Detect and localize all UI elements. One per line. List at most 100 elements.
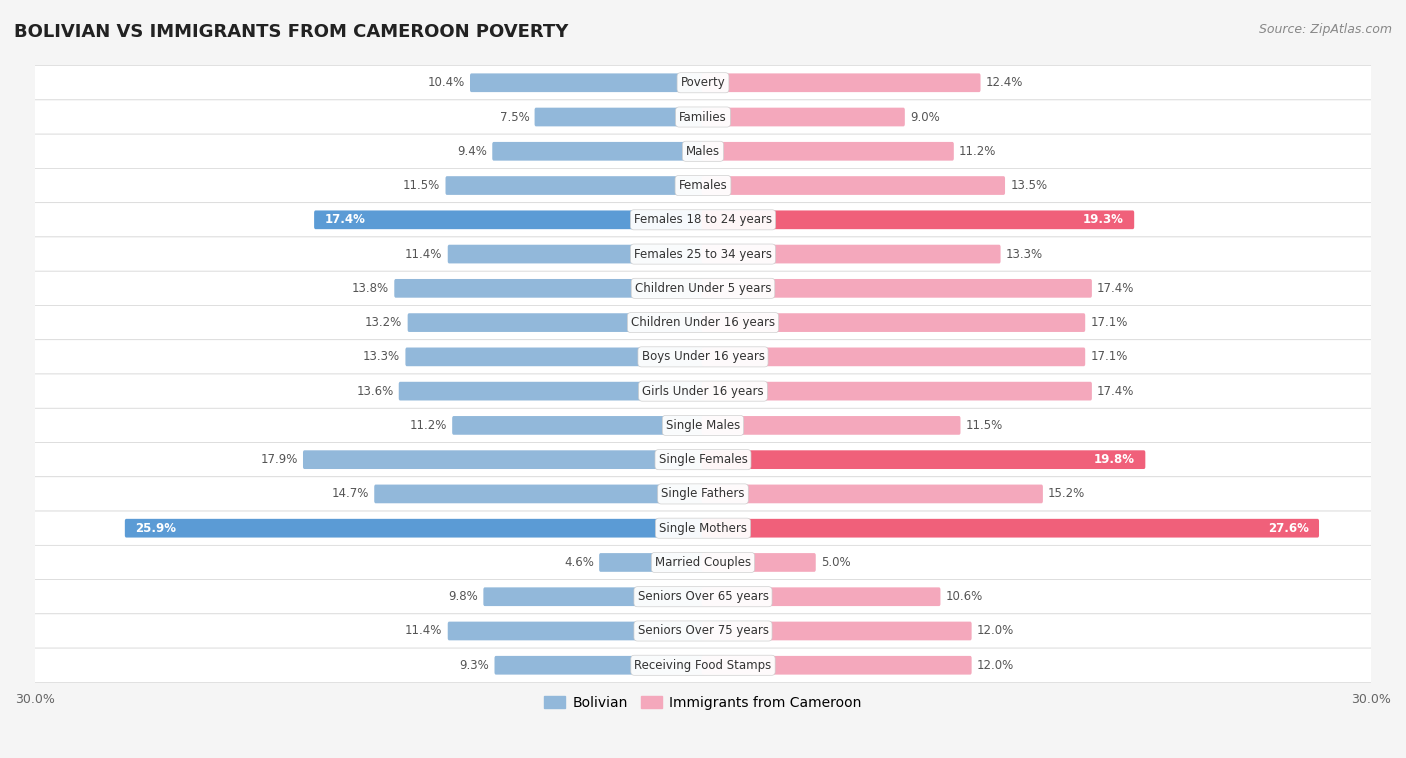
FancyBboxPatch shape xyxy=(314,211,704,229)
Text: 13.5%: 13.5% xyxy=(1011,179,1047,192)
FancyBboxPatch shape xyxy=(495,656,704,675)
Text: 27.6%: 27.6% xyxy=(1268,522,1309,534)
FancyBboxPatch shape xyxy=(35,648,1371,682)
Text: 13.2%: 13.2% xyxy=(366,316,402,329)
Text: Girls Under 16 years: Girls Under 16 years xyxy=(643,384,763,398)
FancyBboxPatch shape xyxy=(702,450,1146,469)
Text: 9.4%: 9.4% xyxy=(457,145,486,158)
FancyBboxPatch shape xyxy=(446,176,704,195)
Text: Single Fathers: Single Fathers xyxy=(661,487,745,500)
FancyBboxPatch shape xyxy=(470,74,704,92)
Text: 13.8%: 13.8% xyxy=(352,282,389,295)
FancyBboxPatch shape xyxy=(702,484,1043,503)
Text: 14.7%: 14.7% xyxy=(332,487,368,500)
FancyBboxPatch shape xyxy=(35,409,1371,443)
Text: 9.3%: 9.3% xyxy=(460,659,489,672)
FancyBboxPatch shape xyxy=(534,108,704,127)
FancyBboxPatch shape xyxy=(702,622,972,641)
Text: 11.2%: 11.2% xyxy=(959,145,997,158)
Text: BOLIVIAN VS IMMIGRANTS FROM CAMEROON POVERTY: BOLIVIAN VS IMMIGRANTS FROM CAMEROON POV… xyxy=(14,23,568,41)
FancyBboxPatch shape xyxy=(35,340,1371,374)
Text: 17.4%: 17.4% xyxy=(1097,384,1135,398)
FancyBboxPatch shape xyxy=(125,518,704,537)
FancyBboxPatch shape xyxy=(35,580,1371,614)
Text: 10.4%: 10.4% xyxy=(427,77,465,89)
FancyBboxPatch shape xyxy=(35,202,1371,237)
FancyBboxPatch shape xyxy=(35,614,1371,648)
FancyBboxPatch shape xyxy=(35,545,1371,580)
FancyBboxPatch shape xyxy=(702,74,980,92)
Text: Females 18 to 24 years: Females 18 to 24 years xyxy=(634,213,772,227)
Text: Seniors Over 65 years: Seniors Over 65 years xyxy=(637,590,769,603)
FancyBboxPatch shape xyxy=(35,271,1371,305)
Text: 17.9%: 17.9% xyxy=(260,453,298,466)
FancyBboxPatch shape xyxy=(35,511,1371,545)
Text: Boys Under 16 years: Boys Under 16 years xyxy=(641,350,765,363)
FancyBboxPatch shape xyxy=(408,313,704,332)
Text: 11.4%: 11.4% xyxy=(405,248,443,261)
FancyBboxPatch shape xyxy=(702,245,1001,264)
Text: 15.2%: 15.2% xyxy=(1047,487,1085,500)
Text: Females: Females xyxy=(679,179,727,192)
Text: 12.0%: 12.0% xyxy=(977,625,1014,637)
FancyBboxPatch shape xyxy=(35,168,1371,202)
Text: Source: ZipAtlas.com: Source: ZipAtlas.com xyxy=(1258,23,1392,36)
FancyBboxPatch shape xyxy=(702,518,1319,537)
FancyBboxPatch shape xyxy=(35,66,1371,100)
FancyBboxPatch shape xyxy=(599,553,704,572)
FancyBboxPatch shape xyxy=(702,176,1005,195)
Text: Single Females: Single Females xyxy=(658,453,748,466)
Text: 13.3%: 13.3% xyxy=(363,350,401,363)
FancyBboxPatch shape xyxy=(374,484,704,503)
FancyBboxPatch shape xyxy=(447,245,704,264)
FancyBboxPatch shape xyxy=(302,450,704,469)
Text: 17.4%: 17.4% xyxy=(1097,282,1135,295)
FancyBboxPatch shape xyxy=(492,142,704,161)
FancyBboxPatch shape xyxy=(702,211,1135,229)
FancyBboxPatch shape xyxy=(702,382,1092,400)
Text: Receiving Food Stamps: Receiving Food Stamps xyxy=(634,659,772,672)
Text: 7.5%: 7.5% xyxy=(499,111,529,124)
FancyBboxPatch shape xyxy=(453,416,704,435)
FancyBboxPatch shape xyxy=(702,313,1085,332)
Text: 12.4%: 12.4% xyxy=(986,77,1024,89)
FancyBboxPatch shape xyxy=(35,134,1371,168)
Text: 13.6%: 13.6% xyxy=(356,384,394,398)
Text: 11.5%: 11.5% xyxy=(966,419,1002,432)
Text: 11.5%: 11.5% xyxy=(404,179,440,192)
Text: 11.4%: 11.4% xyxy=(405,625,443,637)
FancyBboxPatch shape xyxy=(399,382,704,400)
FancyBboxPatch shape xyxy=(394,279,704,298)
Text: 5.0%: 5.0% xyxy=(821,556,851,569)
FancyBboxPatch shape xyxy=(484,587,704,606)
Text: 19.8%: 19.8% xyxy=(1094,453,1135,466)
Text: Children Under 5 years: Children Under 5 years xyxy=(634,282,772,295)
FancyBboxPatch shape xyxy=(702,142,953,161)
FancyBboxPatch shape xyxy=(702,416,960,435)
Text: 19.3%: 19.3% xyxy=(1083,213,1123,227)
FancyBboxPatch shape xyxy=(35,100,1371,134)
Text: 9.0%: 9.0% xyxy=(910,111,939,124)
Text: 13.3%: 13.3% xyxy=(1005,248,1043,261)
Text: Children Under 16 years: Children Under 16 years xyxy=(631,316,775,329)
Text: 17.1%: 17.1% xyxy=(1091,350,1128,363)
FancyBboxPatch shape xyxy=(35,305,1371,340)
FancyBboxPatch shape xyxy=(702,279,1092,298)
FancyBboxPatch shape xyxy=(447,622,704,641)
FancyBboxPatch shape xyxy=(405,347,704,366)
Text: 11.2%: 11.2% xyxy=(409,419,447,432)
FancyBboxPatch shape xyxy=(35,477,1371,511)
Text: Families: Families xyxy=(679,111,727,124)
FancyBboxPatch shape xyxy=(35,237,1371,271)
Text: Seniors Over 75 years: Seniors Over 75 years xyxy=(637,625,769,637)
Legend: Bolivian, Immigrants from Cameroon: Bolivian, Immigrants from Cameroon xyxy=(538,690,868,715)
FancyBboxPatch shape xyxy=(702,656,972,675)
FancyBboxPatch shape xyxy=(35,374,1371,409)
Text: Poverty: Poverty xyxy=(681,77,725,89)
FancyBboxPatch shape xyxy=(702,347,1085,366)
Text: 17.1%: 17.1% xyxy=(1091,316,1128,329)
Text: 9.8%: 9.8% xyxy=(449,590,478,603)
Text: 4.6%: 4.6% xyxy=(564,556,593,569)
Text: 12.0%: 12.0% xyxy=(977,659,1014,672)
Text: 17.4%: 17.4% xyxy=(325,213,366,227)
